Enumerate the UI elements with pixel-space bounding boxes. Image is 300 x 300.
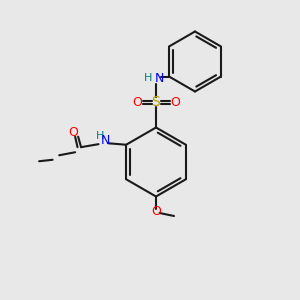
Text: N: N bbox=[154, 71, 164, 85]
Text: H: H bbox=[95, 131, 104, 141]
Text: S: S bbox=[152, 95, 160, 109]
Text: O: O bbox=[170, 95, 180, 109]
Text: O: O bbox=[132, 95, 142, 109]
Text: H: H bbox=[144, 73, 153, 83]
Text: O: O bbox=[69, 126, 79, 139]
Text: O: O bbox=[151, 205, 161, 218]
Text: N: N bbox=[100, 134, 110, 147]
